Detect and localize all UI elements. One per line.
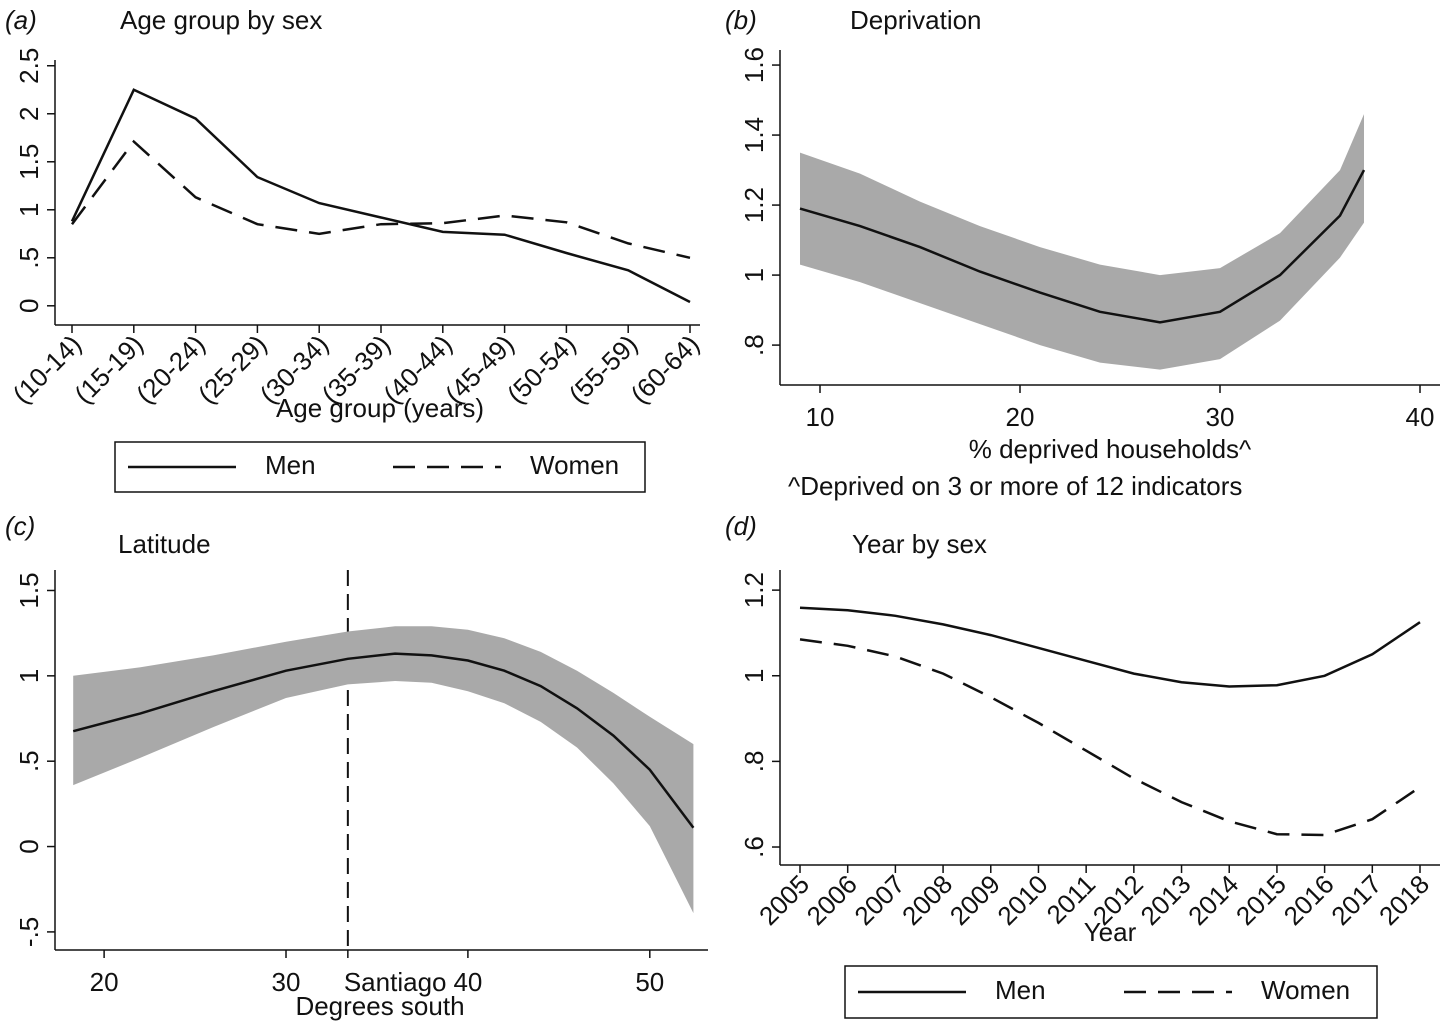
x-axis-label: Age group (years)	[276, 393, 484, 423]
x-axis-label: Degrees south	[295, 991, 464, 1021]
y-tick-label: 1.5	[14, 144, 44, 180]
x-tick-label: 2009	[944, 869, 1006, 931]
y-tick-label: 1	[739, 669, 769, 683]
y-tick-label: 1.4	[739, 117, 769, 153]
line	[799, 606, 1421, 688]
x-tick-label: 2016	[1278, 869, 1340, 931]
panel-label: (d)	[725, 511, 757, 541]
line	[70, 88, 691, 304]
x-tick-label: 2013	[1135, 869, 1197, 931]
y-tick-label: 1	[14, 203, 44, 217]
y-tick-label: 1.2	[739, 187, 769, 223]
legend-label: Men	[995, 975, 1046, 1005]
x-tick-label: 20	[1006, 402, 1035, 432]
y-tick-label: 2.5	[14, 48, 44, 84]
x-tick-label: (10-14)	[7, 329, 87, 409]
line	[72, 652, 695, 829]
confidence-band	[73, 626, 694, 914]
x-tick-label: (60-64)	[625, 329, 705, 409]
x-tick-label: 2005	[753, 869, 815, 931]
x-tick-label: 40	[1406, 402, 1435, 432]
line	[70, 139, 691, 260]
y-tick-label: .8	[739, 751, 769, 773]
x-tick-label: 2017	[1325, 869, 1387, 931]
x-tick-label: Santiago	[344, 967, 447, 997]
y-tick-label: 1.6	[739, 47, 769, 83]
x-tick-label: (15-19)	[68, 329, 148, 409]
chart-title: Deprivation	[850, 5, 982, 35]
x-tick-label: 2018	[1373, 869, 1435, 931]
legend-label: Women	[1261, 975, 1350, 1005]
x-tick-label: 10	[806, 402, 835, 432]
panel-label: (b)	[725, 5, 757, 35]
x-tick-label: 2010	[991, 869, 1053, 931]
chart-title: Year by sex	[852, 529, 987, 559]
confidence-band	[800, 114, 1364, 370]
x-tick-label: (20-24)	[130, 329, 210, 409]
y-tick-label: .8	[739, 334, 769, 356]
x-tick-label: 2008	[896, 869, 958, 931]
footnote: ^Deprived on 3 or more of 12 indicators	[788, 471, 1242, 501]
panel-label: (c)	[5, 511, 35, 541]
chart-title: Age group by sex	[120, 5, 322, 35]
x-tick-label: 2007	[848, 869, 910, 931]
x-tick-label: 50	[635, 967, 664, 997]
y-tick-label: 1	[14, 669, 44, 683]
x-tick-label: (55-59)	[563, 329, 643, 409]
x-tick-label: 30	[1206, 402, 1235, 432]
y-tick-label: -.5	[14, 917, 44, 947]
y-tick-label: 1.2	[739, 572, 769, 608]
x-axis-label: % deprived households^	[969, 434, 1252, 464]
line	[799, 169, 1366, 324]
x-tick-label: 30	[272, 967, 301, 997]
y-tick-label: 1	[739, 268, 769, 282]
x-tick-label: (25-29)	[192, 329, 272, 409]
x-axis-label: Year	[1084, 917, 1137, 947]
x-tick-label: 20	[90, 967, 119, 997]
y-tick-label: .6	[739, 836, 769, 858]
legend-label: Men	[265, 450, 316, 480]
x-tick-label: 2015	[1230, 869, 1292, 931]
y-tick-label: 0	[14, 299, 44, 313]
x-tick-label: 40	[453, 967, 482, 997]
x-tick-label: (50-54)	[501, 329, 581, 409]
panel-label: (a)	[5, 5, 37, 35]
x-tick-label: 2006	[801, 869, 863, 931]
chart-title: Latitude	[118, 529, 211, 559]
legend-label: Women	[530, 450, 619, 480]
y-tick-label: .5	[14, 247, 44, 269]
y-tick-label: 2	[14, 107, 44, 121]
line	[799, 638, 1421, 837]
y-tick-label: .5	[14, 750, 44, 772]
x-tick-label: 2014	[1182, 869, 1244, 931]
y-tick-label: 1.5	[14, 572, 44, 608]
y-tick-label: 0	[14, 839, 44, 853]
